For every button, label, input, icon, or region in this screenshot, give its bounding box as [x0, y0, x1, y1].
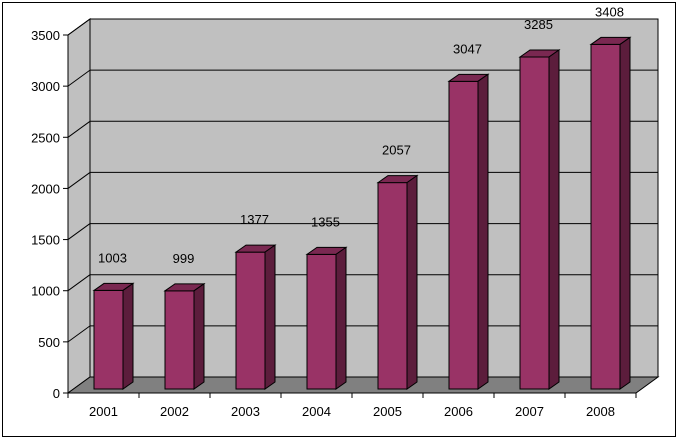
bar — [164, 290, 195, 390]
side-wall — [67, 18, 91, 394]
data-label: 1003 — [98, 250, 127, 265]
bar — [590, 43, 621, 390]
bar — [377, 182, 408, 390]
data-label: 3047 — [453, 41, 482, 56]
x-tick-label: 2003 — [231, 404, 260, 419]
x-tick-label: 2005 — [373, 404, 402, 419]
y-tick-label: 0 — [53, 386, 60, 401]
y-tick-label: 500 — [38, 335, 60, 350]
bar — [93, 289, 124, 390]
bar-side — [477, 73, 489, 390]
bar-side — [122, 282, 134, 390]
bar-side — [193, 282, 205, 390]
y-tick-label: 3500 — [31, 28, 60, 43]
data-label: 1377 — [240, 212, 269, 227]
y-tick-label: 3000 — [31, 79, 60, 94]
floor — [66, 376, 660, 394]
side-gridline — [67, 18, 91, 36]
bar-side — [548, 49, 560, 390]
x-tick-label: 2002 — [160, 404, 189, 419]
x-tick-label: 2001 — [89, 404, 118, 419]
side-gridline — [67, 223, 91, 240]
bar-side — [406, 174, 418, 390]
data-label: 999 — [173, 251, 195, 266]
bar-side — [619, 36, 631, 390]
y-tick-label: 1500 — [31, 233, 60, 248]
x-tick-label: 2008 — [586, 404, 615, 419]
side-gridline — [67, 69, 91, 87]
x-tick-label: 2004 — [302, 404, 331, 419]
y-tick-label: 1000 — [31, 284, 60, 299]
side-gridline — [67, 274, 91, 292]
bar — [235, 251, 266, 390]
data-label: 3408 — [595, 4, 624, 19]
side-gridline — [67, 120, 91, 138]
bar — [448, 80, 479, 390]
bar-side — [335, 246, 347, 390]
bar — [519, 56, 550, 390]
data-label: 2057 — [382, 143, 411, 158]
data-label: 1355 — [311, 214, 340, 229]
side-gridline — [67, 325, 91, 343]
y-tick-label: 2500 — [31, 130, 60, 145]
side-gridline — [67, 172, 91, 189]
data-label: 3285 — [524, 17, 553, 32]
bar-side — [264, 244, 276, 390]
x-tick-label: 2007 — [515, 404, 544, 419]
y-tick-label: 2000 — [31, 181, 60, 196]
bar — [306, 253, 337, 390]
x-tick-label: 2006 — [444, 404, 473, 419]
